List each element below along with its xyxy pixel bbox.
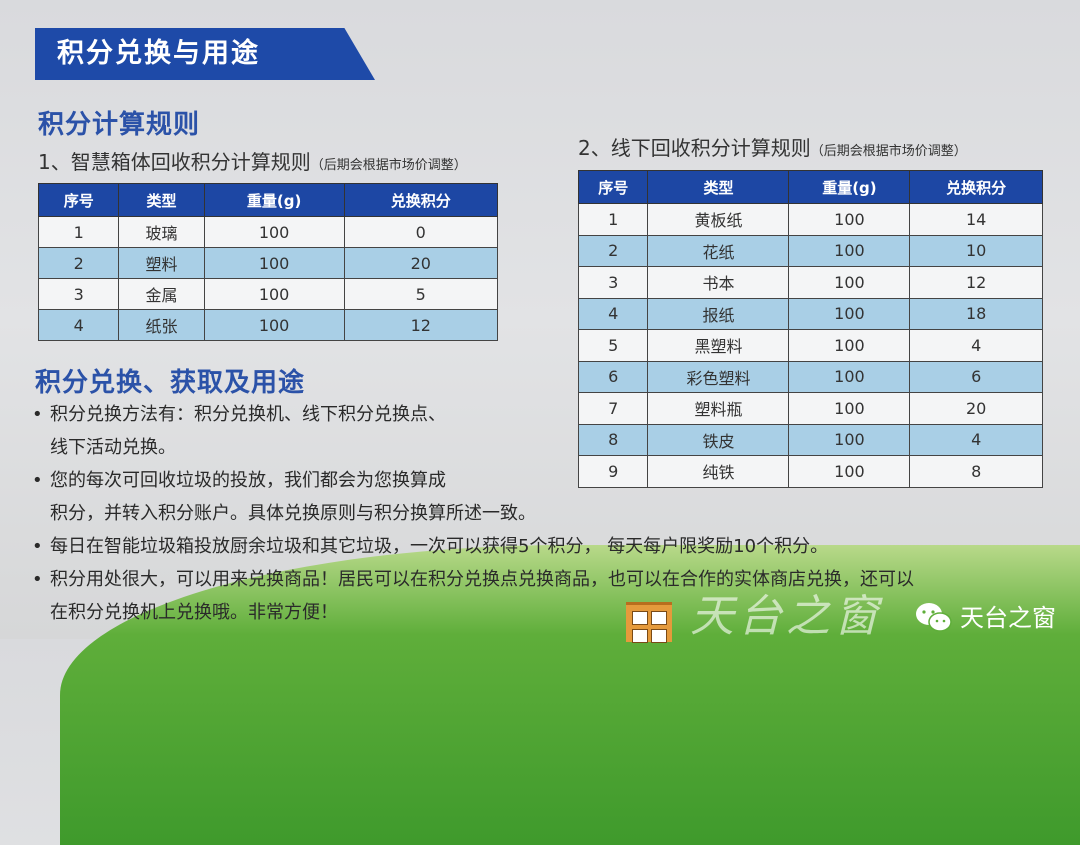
table-row: 3 书本 100 12 bbox=[577, 266, 1043, 299]
table-cell: 2 bbox=[37, 247, 120, 279]
table-cell: 100 bbox=[788, 234, 911, 267]
column-header: 类型 bbox=[647, 170, 790, 204]
table-cell: 金属 bbox=[118, 278, 205, 310]
table-cell: 塑料 bbox=[118, 247, 205, 279]
title-note: （后期会根据市场价调整） bbox=[810, 144, 967, 159]
column-header: 重量(g) bbox=[203, 183, 345, 217]
list-item-line: 每日在智能垃圾箱投放厨余垃圾和其它垃圾，一次可以获得5个积分， 每天每户限奖励1… bbox=[50, 536, 829, 557]
table-cell: 2 bbox=[577, 234, 649, 267]
table-cell: 玻璃 bbox=[118, 216, 205, 248]
table-cell: 100 bbox=[788, 360, 911, 393]
column-header: 重量(g) bbox=[788, 170, 911, 204]
table-cell: 4 bbox=[909, 329, 1043, 362]
table-cell: 8 bbox=[909, 455, 1043, 488]
table-cell: 10 bbox=[909, 234, 1043, 267]
table-cell: 100 bbox=[788, 266, 911, 299]
table-cell: 报纸 bbox=[647, 297, 790, 330]
table-row: 6 彩色塑料 100 6 bbox=[577, 360, 1043, 393]
table-cell: 彩色塑料 bbox=[647, 360, 790, 393]
table-cell: 3 bbox=[577, 266, 649, 299]
watermark-logo: 天台之窗 bbox=[690, 591, 882, 642]
table-cell: 6 bbox=[909, 360, 1043, 393]
table-cell: 100 bbox=[788, 203, 911, 236]
table-cell: 花纸 bbox=[647, 234, 790, 267]
list-item: 每日在智能垃圾箱投放厨余垃圾和其它垃圾，一次可以获得5个积分， 每天每户限奖励1… bbox=[30, 530, 914, 563]
list-item-line: 线下活动兑换。 bbox=[50, 437, 176, 458]
table-cell: 20 bbox=[909, 392, 1043, 425]
table-cell: 6 bbox=[577, 360, 649, 393]
list-item: 积分兑换方法有：积分兑换机、线下积分兑换点、线下活动兑换。 bbox=[30, 398, 914, 464]
right-table-title: 2、线下回收积分计算规则（后期会根据市场价调整） bbox=[578, 132, 967, 161]
list-item: 您的每次可回收垃圾的投放，我们都会为您换算成积分，并转入积分账户。具体兑换原则与… bbox=[30, 464, 914, 530]
table-cell: 12 bbox=[909, 266, 1043, 299]
table-cell: 4 bbox=[577, 297, 649, 330]
table-cell: 5 bbox=[343, 278, 499, 310]
left-table-title: 1、智慧箱体回收积分计算规则（后期会根据市场价调整） bbox=[38, 146, 467, 175]
title-note: （后期会根据市场价调整） bbox=[310, 158, 467, 173]
table-row: 1 玻璃 100 0 bbox=[37, 216, 499, 248]
table-cell: 100 bbox=[203, 247, 345, 279]
table-row: 4 报纸 100 18 bbox=[577, 297, 1043, 330]
table-cell: 20 bbox=[343, 247, 499, 279]
table-cell: 100 bbox=[203, 278, 345, 310]
table-row: 3 金属 100 5 bbox=[37, 278, 499, 310]
table-cell: 黑塑料 bbox=[647, 329, 790, 362]
table-cell: 100 bbox=[788, 297, 911, 330]
table-cell: 5 bbox=[577, 329, 649, 362]
list-item: 积分用处很大，可以用来兑换商品！居民可以在积分兑换点兑换商品，也可以在合作的实体… bbox=[30, 563, 914, 629]
table-cell: 黄板纸 bbox=[647, 203, 790, 236]
wechat-icon bbox=[916, 603, 952, 632]
table-cell: 3 bbox=[37, 278, 120, 310]
table-cell: 书本 bbox=[647, 266, 790, 299]
table-cell: 18 bbox=[909, 297, 1043, 330]
table-row: 1 黄板纸 100 14 bbox=[577, 203, 1043, 236]
list-item-line: 积分兑换方法有：积分兑换机、线下积分兑换点、 bbox=[50, 404, 446, 425]
column-header: 兑换积分 bbox=[909, 170, 1043, 204]
table-row: 5 黑塑料 100 4 bbox=[577, 329, 1043, 362]
table-cell: 12 bbox=[343, 309, 499, 341]
title-text: 2、线下回收积分计算规则 bbox=[578, 136, 811, 160]
column-header: 类型 bbox=[118, 183, 205, 217]
section-banner: 积分兑换与用途 bbox=[35, 28, 375, 80]
list-item-line: 积分用处很大，可以用来兑换商品！居民可以在积分兑换点兑换商品，也可以在合作的实体… bbox=[50, 569, 914, 590]
usage-list: 积分兑换方法有：积分兑换机、线下积分兑换点、线下活动兑换。您的每次可回收垃圾的投… bbox=[30, 398, 914, 629]
list-item-line: 在积分兑换机上兑换哦。非常方便！ bbox=[50, 602, 338, 623]
table-row: 2 塑料 100 20 bbox=[37, 247, 499, 279]
table-cell: 14 bbox=[909, 203, 1043, 236]
list-item-line: 积分，并转入积分账户。具体兑换原则与积分换算所述一致。 bbox=[50, 503, 536, 524]
column-header: 序号 bbox=[577, 170, 649, 204]
table-cell: 100 bbox=[203, 309, 345, 341]
list-item-line: 您的每次可回收垃圾的投放，我们都会为您换算成 bbox=[50, 470, 446, 491]
column-header: 兑换积分 bbox=[343, 183, 499, 217]
usage-heading: 积分兑换、获取及用途 bbox=[35, 368, 306, 398]
table-cell: 4 bbox=[909, 423, 1043, 456]
watermark-account-name: 天台之窗 bbox=[960, 604, 1056, 632]
column-header: 序号 bbox=[37, 183, 120, 217]
table-cell: 100 bbox=[203, 216, 345, 248]
calc-heading: 积分计算规则 bbox=[38, 110, 201, 140]
table-cell: 4 bbox=[37, 309, 120, 341]
table-cell: 100 bbox=[788, 329, 911, 362]
table-row: 4 纸张 100 12 bbox=[37, 309, 499, 341]
table-row: 2 花纸 100 10 bbox=[577, 234, 1043, 267]
table-cell: 1 bbox=[577, 203, 649, 236]
table-cell: 1 bbox=[37, 216, 120, 248]
title-text: 1、智慧箱体回收积分计算规则 bbox=[38, 150, 311, 174]
table-cell: 纸张 bbox=[118, 309, 205, 341]
smart-bin-points-table: 序号 类型 重量(g) 兑换积分 1 玻璃 100 0 2 塑料 100 20 3 金属 100 5 4 纸张 10… bbox=[37, 183, 499, 341]
table-cell: 0 bbox=[343, 216, 499, 248]
